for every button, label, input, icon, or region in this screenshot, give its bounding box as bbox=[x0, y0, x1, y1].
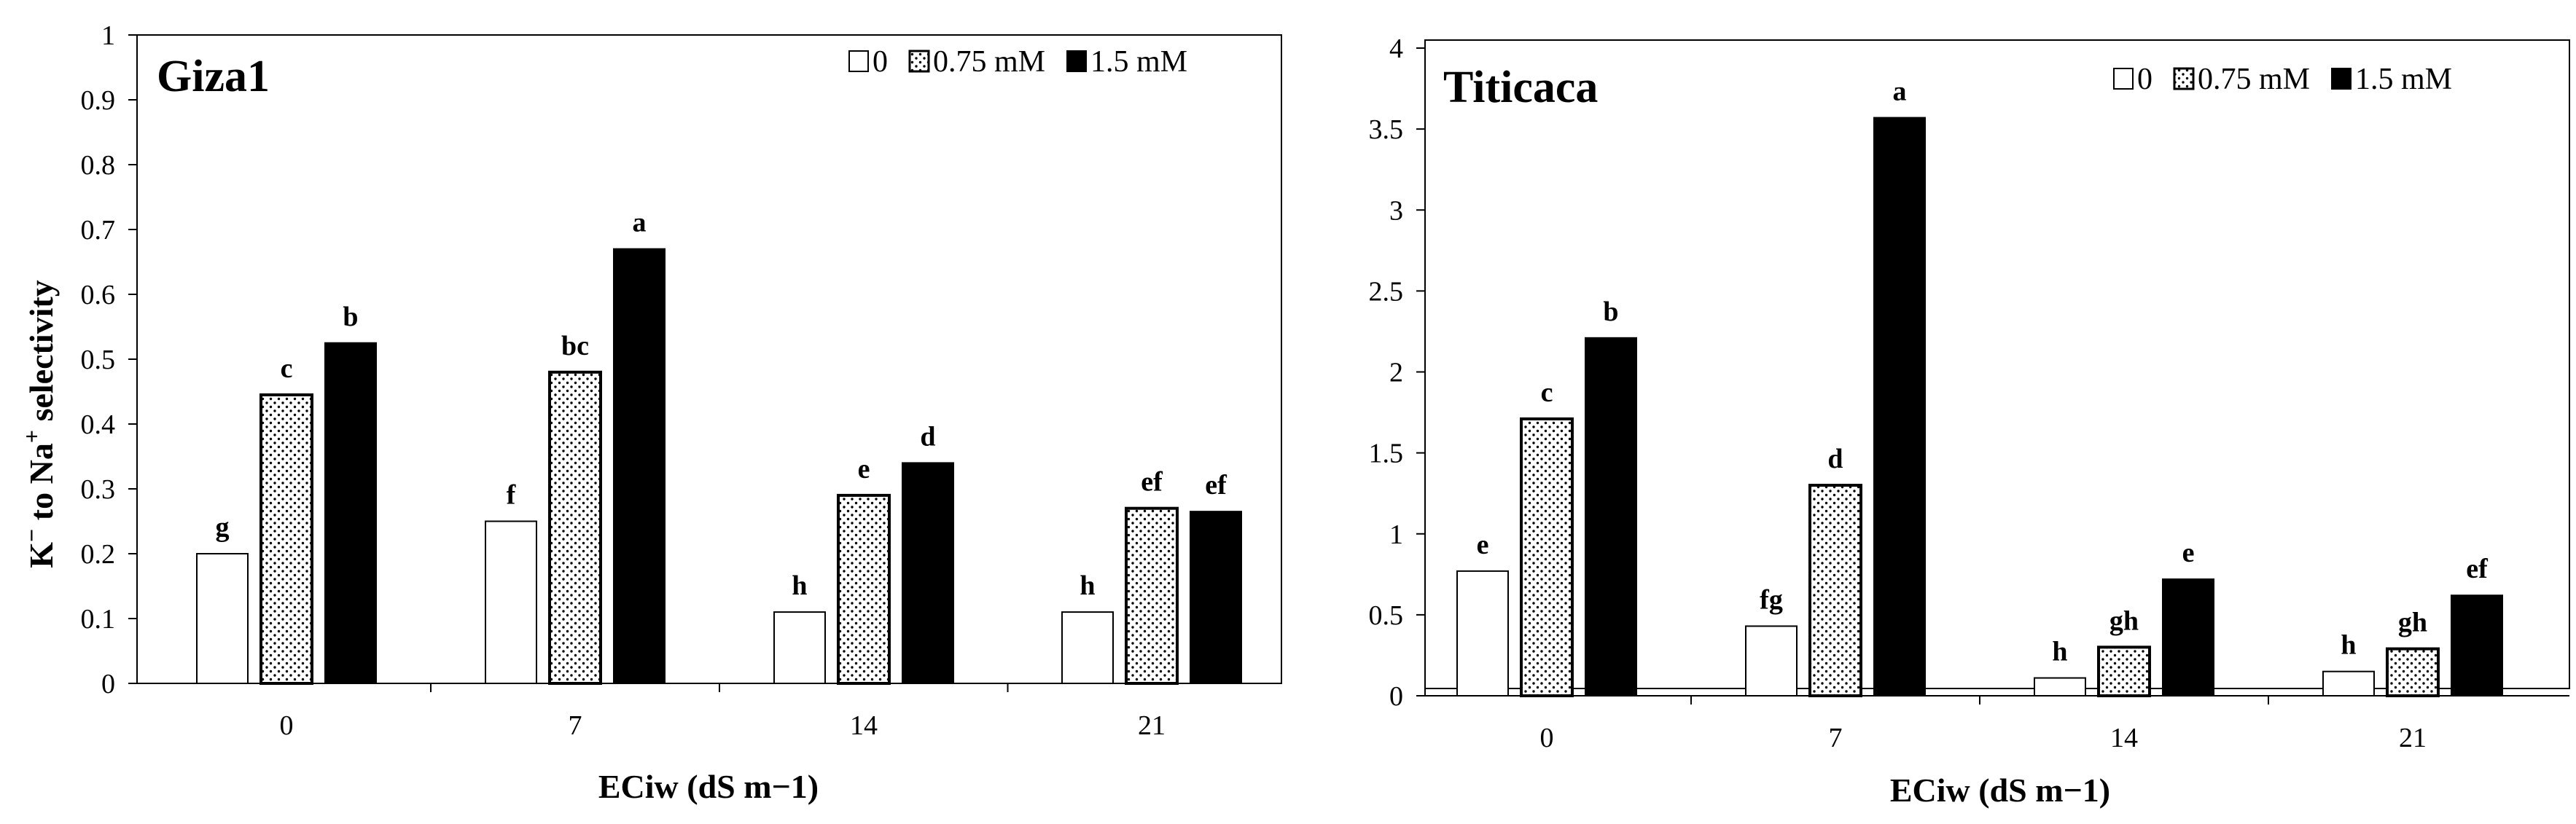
bar-dots-7 bbox=[1808, 484, 1862, 697]
significance-letter: gh bbox=[2398, 608, 2427, 638]
significance-letter: c bbox=[1541, 377, 1553, 408]
y-tick-label: 0 bbox=[101, 669, 115, 699]
x-tick-label: 0 bbox=[1540, 723, 1554, 753]
y-tick-label: 0.6 bbox=[81, 280, 116, 310]
legend-swatch-black bbox=[1066, 50, 1088, 72]
significance-letter: f bbox=[507, 480, 517, 511]
legend-swatch-white bbox=[848, 50, 869, 72]
bar-dots-7 bbox=[548, 370, 602, 685]
significance-letter: h bbox=[1080, 570, 1095, 601]
y-tick-label: 0.9 bbox=[81, 85, 116, 116]
bar-white-14 bbox=[773, 611, 826, 684]
significance-letter: c bbox=[281, 353, 293, 384]
y-axis-label-giza1: K− to Na+ selectivity bbox=[18, 280, 60, 568]
bar-dots-14 bbox=[2097, 646, 2151, 698]
legend-swatch-black bbox=[2331, 68, 2352, 90]
significance-letter: a bbox=[1893, 76, 1907, 107]
x-tick-label: 14 bbox=[2110, 723, 2138, 753]
bar-black-0 bbox=[1585, 337, 1637, 697]
bar-dots-21 bbox=[1125, 506, 1179, 686]
bar-white-7 bbox=[485, 520, 537, 684]
significance-letter: e bbox=[2182, 538, 2195, 568]
bar-black-14 bbox=[902, 462, 954, 685]
y-tick-label: 2 bbox=[1389, 358, 1403, 388]
legend-swatch-dots bbox=[908, 50, 930, 73]
bar-black-7 bbox=[1873, 117, 1926, 697]
significance-letter: h bbox=[792, 570, 807, 601]
bar-white-21 bbox=[1061, 611, 1114, 684]
y-tick-label: 0.5 bbox=[81, 345, 116, 375]
y-tick-label: 4 bbox=[1389, 34, 1403, 64]
chart-title-giza1: Giza1 bbox=[157, 52, 270, 101]
significance-letter: a bbox=[633, 208, 647, 238]
chart-title-titicaca: Titicaca bbox=[1443, 63, 1598, 112]
y-tick-label: 0.8 bbox=[81, 150, 116, 181]
y-tick-label: 0.4 bbox=[81, 409, 116, 440]
x-tick-label: 7 bbox=[569, 710, 582, 741]
significance-letter: g bbox=[216, 512, 230, 543]
significance-letter: fg bbox=[1760, 584, 1783, 615]
legend-label: 0.75 mM bbox=[933, 45, 1045, 79]
significance-letter: e bbox=[858, 454, 870, 484]
y-tick-label: 0.5 bbox=[1369, 600, 1404, 631]
legend-swatch-dots bbox=[2173, 67, 2195, 90]
bar-black-21 bbox=[2451, 595, 2503, 697]
y-tick-label: 2.5 bbox=[1369, 276, 1404, 307]
y-tick-label: 1.5 bbox=[1369, 439, 1404, 469]
y-tick-label: 0.7 bbox=[81, 215, 116, 246]
significance-letter: bc bbox=[561, 331, 589, 361]
bar-black-7 bbox=[613, 248, 666, 684]
svg-text:K− to Na+ selectivity: K− to Na+ selectivity bbox=[18, 280, 60, 568]
legend-label: 1.5 mM bbox=[2355, 63, 2452, 96]
x-tick-label: 21 bbox=[2399, 723, 2427, 753]
bar-white-0 bbox=[196, 553, 249, 684]
bar-white-7 bbox=[1745, 625, 1798, 697]
bar-white-0 bbox=[1456, 570, 1509, 697]
bar-black-21 bbox=[1190, 511, 1242, 685]
x-tick-label: 0 bbox=[280, 710, 294, 741]
y-tick-label: 1 bbox=[101, 20, 115, 51]
significance-letter: ef bbox=[1141, 467, 1163, 498]
significance-letter: ef bbox=[2466, 554, 2489, 584]
y-tick-label: 0.3 bbox=[81, 474, 116, 505]
significance-letter: h bbox=[2341, 630, 2356, 661]
bar-white-21 bbox=[2322, 670, 2375, 697]
x-axis-label-titicaca: ECiw (dS m−1) bbox=[1890, 772, 2110, 809]
bar-black-14 bbox=[2162, 578, 2214, 697]
x-axis-label-giza1: ECiw (dS m−1) bbox=[598, 768, 819, 805]
bar-dots-0 bbox=[259, 393, 313, 685]
legend-label: 0 bbox=[2137, 63, 2152, 96]
significance-letter: d bbox=[920, 421, 935, 452]
chart-titicaca: Titicaca ECiw (dS m−1) 0 0.5 1 1.5 2 2.5 3 3.5 4… bbox=[1369, 34, 2570, 809]
significance-letter: b bbox=[1603, 297, 1618, 327]
legend-label: 0 bbox=[873, 45, 888, 79]
bar-dots-0 bbox=[1520, 417, 1574, 697]
x-tick-label: 7 bbox=[1829, 723, 1843, 753]
legend-label: 1.5 mM bbox=[1090, 45, 1187, 79]
bar-dots-14 bbox=[837, 493, 891, 686]
y-tick-label: 3 bbox=[1389, 195, 1403, 226]
x-tick-label: 14 bbox=[850, 710, 878, 741]
chart-giza1: Giza1 K− to Na+ selectivity ECiw (dS m−1… bbox=[18, 20, 1282, 805]
legend-label: 0.75 mM bbox=[2198, 63, 2310, 96]
significance-letter: h bbox=[2052, 637, 2067, 667]
x-tick-label: 21 bbox=[1138, 710, 1166, 741]
bar-black-0 bbox=[324, 342, 377, 684]
significance-letter: d bbox=[1827, 444, 1843, 474]
significance-letter: ef bbox=[1205, 470, 1227, 501]
y-tick-label: 0.2 bbox=[81, 539, 116, 570]
bar-white-14 bbox=[2034, 677, 2086, 697]
bar-dots-21 bbox=[2386, 647, 2440, 697]
y-tick-label: 3.5 bbox=[1369, 114, 1404, 145]
y-tick-label: 0 bbox=[1389, 681, 1403, 712]
significance-letter: b bbox=[343, 302, 358, 332]
legend-swatch-white bbox=[2113, 68, 2134, 90]
significance-letter: e bbox=[1477, 530, 1489, 560]
significance-letter: gh bbox=[2109, 605, 2139, 636]
y-tick-label: 1 bbox=[1389, 519, 1403, 550]
y-tick-label: 0.1 bbox=[81, 604, 116, 635]
